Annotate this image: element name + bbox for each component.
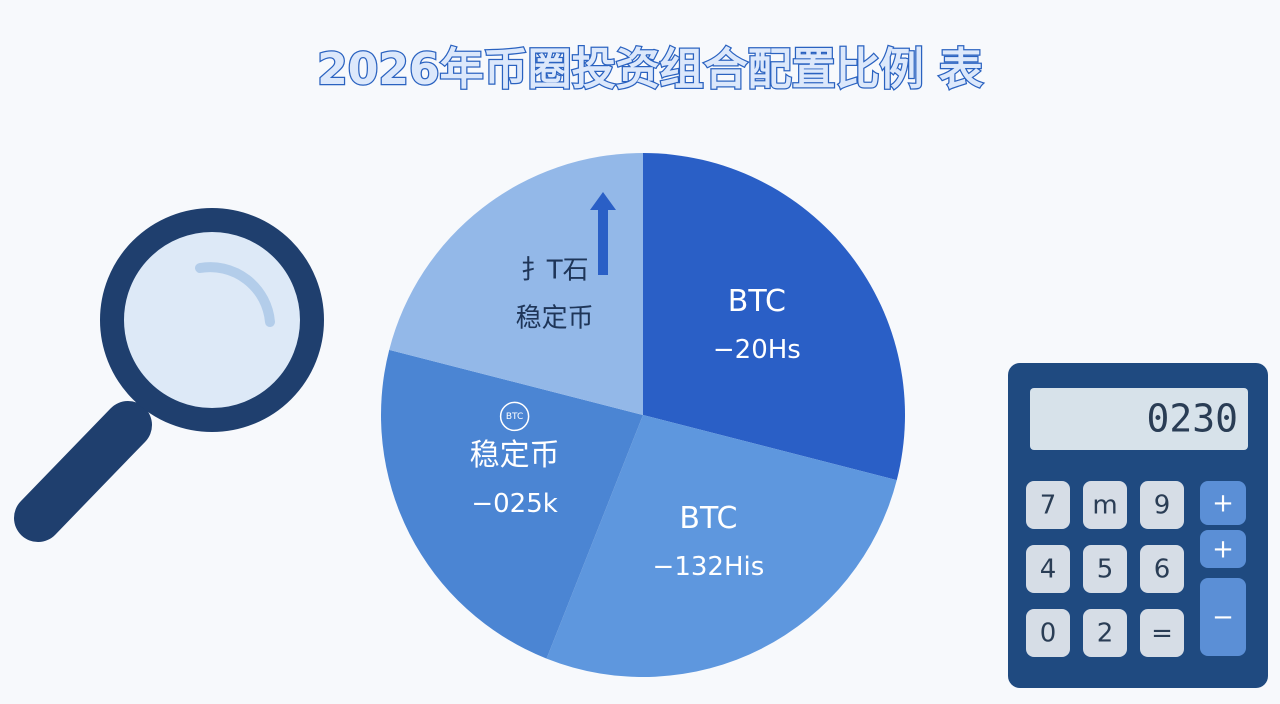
calculator-key-label: =	[1151, 619, 1173, 649]
calculator-key	[1200, 530, 1246, 568]
magnifier	[14, 208, 324, 542]
slice-label: 稳定币	[516, 304, 594, 334]
calculator-key-label: 6	[1154, 555, 1171, 585]
slice-note: 扌T石	[521, 256, 589, 286]
slice-label: BTC	[728, 284, 786, 319]
calculator-key-label: +	[1212, 535, 1234, 565]
coin-icon	[499, 401, 530, 432]
chart-title: 2026年币圈投资组合配置比例 表	[317, 44, 983, 95]
calculator-display: 0230	[1146, 397, 1238, 441]
slice-label: BTC	[679, 501, 737, 536]
arrow	[590, 192, 616, 275]
calculator-key-label: 7	[1040, 491, 1057, 521]
slice-label: 稳定币	[470, 438, 560, 473]
calculator-key-label: +	[1212, 489, 1234, 519]
pie-slice	[389, 153, 643, 415]
calculator-key-label: 0	[1040, 619, 1057, 649]
calculator-key	[1140, 609, 1184, 657]
calculator-key	[1140, 545, 1184, 593]
calculator-key-label: −	[1212, 603, 1234, 633]
calculator-key	[1083, 481, 1127, 529]
calculator-key-label: 5	[1097, 555, 1114, 585]
slice-note: −132His	[653, 552, 765, 582]
pie-slice	[381, 349, 643, 659]
calculator-key	[1083, 609, 1127, 657]
calculator-key	[1026, 545, 1070, 593]
slice-note: −025k	[471, 489, 557, 519]
pie-slice	[643, 153, 905, 481]
coin-icon-label: BTC	[506, 412, 523, 422]
calculator-key-label: 9	[1154, 491, 1171, 521]
slice-note: −20Hs	[713, 335, 801, 365]
calculator-key-label: 4	[1040, 555, 1057, 585]
calculator-key	[1140, 481, 1184, 529]
calculator-key	[1026, 481, 1070, 529]
calculator-key	[1200, 481, 1246, 525]
calculator-key-label: m	[1092, 491, 1117, 521]
calculator-key	[1083, 545, 1127, 593]
calculator-key	[1200, 578, 1246, 656]
calculator-key-label: 2	[1097, 619, 1114, 649]
calculator-key	[1026, 609, 1070, 657]
pie-slice	[546, 415, 897, 677]
